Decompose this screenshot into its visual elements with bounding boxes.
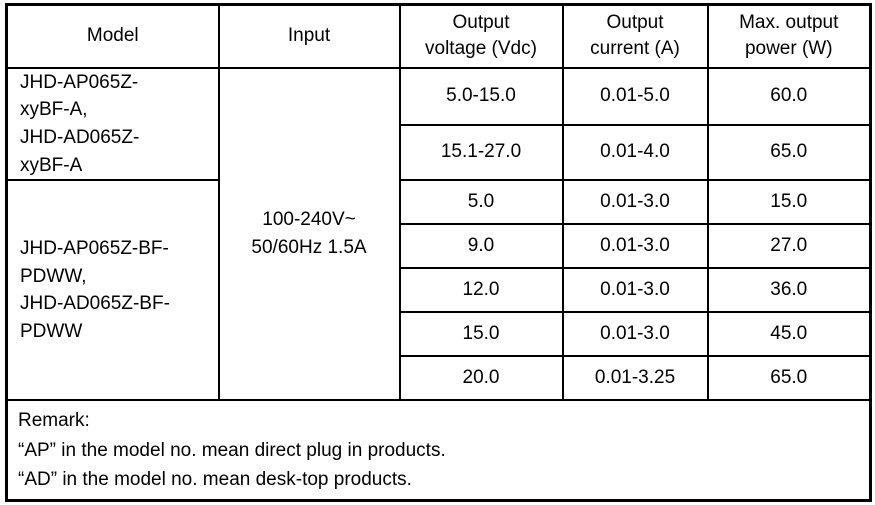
voltage-cell: 9.0 <box>398 223 564 270</box>
power-cell: 15.0 <box>706 179 872 226</box>
table-row: 15.0 0.01-3.0 45.0 <box>7 311 872 358</box>
remark-row: Remark: “AP” in the model no. mean direc… <box>5 399 872 502</box>
voltage-cell: 15.1-27.0 <box>398 123 564 182</box>
voltage-cell: 5.0-15.0 <box>398 66 564 126</box>
header-row: Model Input Output voltage (Vdc) Output … <box>5 3 872 69</box>
current-cell: 0.01-3.0 <box>561 311 709 358</box>
col-header-max-output-power: Max. output power (W) <box>706 3 872 69</box>
voltage-cell: 5.0 <box>398 179 564 226</box>
table-row: JHD-AP065Z-BF- PDWW, JHD-AD065Z-BF- PDWW… <box>5 179 872 402</box>
power-cell: 60.0 <box>706 66 872 126</box>
current-cell: 0.01-3.0 <box>561 267 709 314</box>
table-row: 15.1-27.0 0.01-4.0 65.0 <box>7 123 872 182</box>
remark-line-ap: “AP” in the model no. mean direct plug i… <box>18 439 446 461</box>
remark-cell: Remark: “AP” in the model no. mean direc… <box>5 399 872 502</box>
col-header-input: Input <box>217 3 401 69</box>
power-cell: 27.0 <box>706 223 872 270</box>
voltage-cell: 12.0 <box>398 267 564 314</box>
current-cell: 0.01-4.0 <box>561 123 709 182</box>
power-cell: 65.0 <box>706 123 872 182</box>
current-cell: 0.01-3.0 <box>561 223 709 270</box>
power-cell: 65.0 <box>706 355 872 402</box>
current-cell: 0.01-3.25 <box>561 355 709 402</box>
col-header-model: Model <box>5 3 220 69</box>
remark-line-ad: “AD” in the model no. mean desk-top prod… <box>18 469 412 491</box>
model-group-2-cell: JHD-AP065Z-BF- PDWW, JHD-AD065Z-BF- PDWW <box>5 179 220 402</box>
power-spec-table: Model Input Output voltage (Vdc) Output … <box>5 3 872 502</box>
table-row: 20.0 0.01-3.25 65.0 <box>7 355 872 402</box>
model-group-1-cell: JHD-AP065Z- xyBF-A, JHD-AD065Z- xyBF-A <box>5 66 220 182</box>
power-cell: 45.0 <box>706 311 872 358</box>
voltage-cell: 20.0 <box>398 355 564 402</box>
current-cell: 0.01-3.0 <box>561 179 709 226</box>
col-header-output-current: Output current (A) <box>561 3 709 69</box>
table-row: JHD-AP065Z- xyBF-A, JHD-AD065Z- xyBF-A 1… <box>5 66 872 402</box>
current-cell: 0.01-5.0 <box>561 66 709 126</box>
voltage-cell: 15.0 <box>398 311 564 358</box>
col-header-output-voltage: Output voltage (Vdc) <box>398 3 564 69</box>
remark-title: Remark: <box>18 410 90 432</box>
input-cell: 100-240V~ 50/60Hz 1.5A <box>217 66 401 402</box>
table-row: 12.0 0.01-3.0 36.0 <box>7 267 872 314</box>
power-cell: 36.0 <box>706 267 872 314</box>
table-row: 9.0 0.01-3.0 27.0 <box>7 223 872 270</box>
